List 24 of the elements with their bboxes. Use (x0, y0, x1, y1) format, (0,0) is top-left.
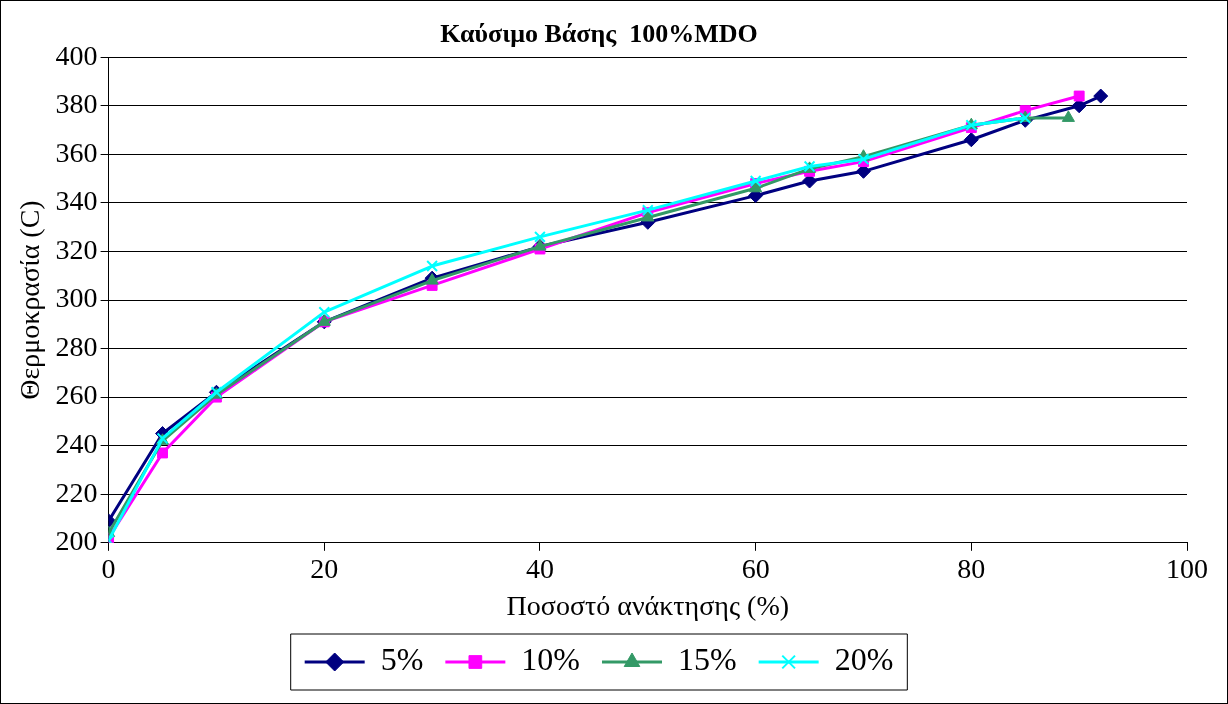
y-tick-label: 340 (55, 185, 98, 217)
y-tick-label: 200 (55, 525, 98, 557)
legend-label: 15% (678, 641, 737, 678)
x-tick-label: 100 (1166, 552, 1208, 584)
x-tick-label: 0 (101, 552, 116, 584)
x-axis-title: Ποσοστό ανάκτησης (%) (506, 589, 790, 621)
y-tick-label: 300 (55, 282, 98, 314)
y-tick-label: 320 (55, 233, 98, 265)
chart-title: Καύσιμο Βάσης 100%MDO (440, 19, 758, 49)
legend-label: 10% (521, 641, 580, 678)
x-tick-label: 60 (741, 552, 770, 584)
y-tick-label: 380 (55, 88, 98, 120)
y-axis-title: Θερμοκρασία (C) (14, 200, 46, 400)
x-tick-label: 20 (310, 552, 339, 584)
legend-label: 20% (834, 641, 894, 678)
legend-label: 5% (380, 641, 424, 678)
y-tick-label: 280 (55, 330, 98, 362)
y-tick-label: 260 (55, 379, 98, 411)
x-tick-label: 80 (957, 552, 986, 584)
y-tick-label: 360 (55, 136, 98, 168)
x-tick-label: 40 (525, 552, 554, 584)
y-tick-label: 400 (55, 39, 98, 71)
y-tick-label: 220 (55, 476, 98, 508)
y-tick-label: 240 (55, 428, 98, 460)
